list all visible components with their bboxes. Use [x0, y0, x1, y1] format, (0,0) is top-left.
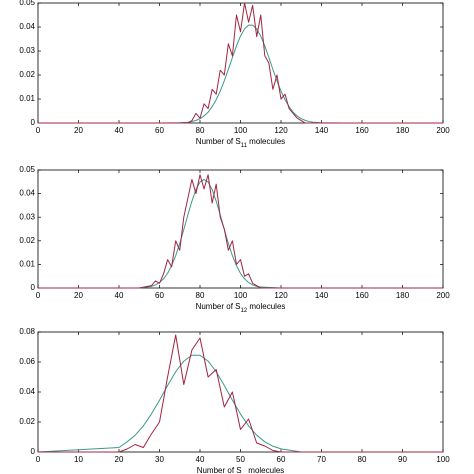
x-axis-label-text: Number of S	[197, 466, 242, 474]
x-tick-label: 140	[315, 126, 329, 135]
x-tick-label: 40	[115, 126, 124, 135]
x-tick-label: 160	[355, 126, 369, 135]
y-tick-label: 0.04	[19, 22, 35, 31]
x-tick-label: 0	[36, 291, 41, 300]
x-axis-label-suffix: molecules	[242, 466, 285, 474]
y-tick-label: 0	[31, 118, 36, 127]
subplot: 0 20 40 60 80 100 120 140 160 180 200 0 0.01 0.02 0.03…	[19, 165, 450, 313]
x-axis-label: Number of S12 molecules	[196, 302, 286, 313]
x-tick-label: 70	[317, 455, 326, 464]
x-tick-label: 100	[234, 126, 248, 135]
x-axis-label-text: Number of S	[196, 302, 241, 311]
x-tick-label: 120	[274, 291, 288, 300]
x-tick-label: 60	[277, 455, 286, 464]
y-tick-label: 0.06	[19, 357, 35, 366]
x-tick-label: 180	[396, 291, 410, 300]
y-tick-label: 0	[31, 447, 36, 456]
y-tick-label: 0.04	[19, 387, 35, 396]
x-axis-label-suffix: molecules	[247, 137, 285, 146]
series-line	[38, 2, 443, 124]
y-tick-label: 0.02	[19, 70, 35, 79]
subplot: 0 10 20 30 40 50 60 70 80 90 100 0 0.02 0.04 0.06 0.08 N…	[19, 327, 450, 474]
y-tick-label: 0.03	[19, 212, 35, 221]
x-tick-label: 0	[36, 126, 41, 135]
x-tick-label: 20	[115, 455, 124, 464]
x-axis-label: Number of S11 molecules	[196, 137, 285, 148]
x-tick-label: 20	[74, 291, 83, 300]
y-tick-label: 0	[31, 283, 36, 292]
y-tick-label: 0.08	[19, 327, 35, 336]
plot-frame	[37, 169, 444, 289]
x-tick-label: 200	[436, 291, 450, 300]
x-axis-label: Number of S molecules	[197, 466, 285, 474]
series-line	[38, 174, 443, 289]
x-tick-label: 160	[355, 291, 369, 300]
y-tick-label: 0.05	[19, 0, 35, 7]
series-line	[38, 334, 443, 453]
x-tick-label: 100	[436, 455, 450, 464]
x-tick-label: 140	[315, 291, 329, 300]
y-tick-label: 0.01	[19, 260, 35, 269]
x-axis-label-subscript: 11	[241, 143, 248, 149]
x-tick-label: 200	[436, 126, 450, 135]
x-tick-label: 50	[236, 455, 245, 464]
x-axis-label-text: Number of S	[196, 137, 241, 146]
x-tick-label: 40	[115, 291, 124, 300]
x-tick-label: 60	[155, 126, 164, 135]
y-tick-label: 0.02	[19, 417, 35, 426]
x-tick-label: 20	[74, 126, 83, 135]
x-tick-label: 40	[196, 455, 205, 464]
x-tick-label: 80	[196, 126, 205, 135]
x-tick-label: 120	[274, 126, 288, 135]
x-axis-label-suffix: molecules	[247, 302, 285, 311]
y-tick-label: 0.05	[19, 165, 35, 174]
y-tick-label: 0.01	[19, 94, 35, 103]
x-tick-label: 0	[36, 455, 41, 464]
subplot: 0 20 40 60 80 100 120 140 160 180 200 0 0.01 0.02 0.03…	[19, 0, 450, 149]
x-tick-label: 30	[155, 455, 164, 464]
y-tick-label: 0.03	[19, 46, 35, 55]
x-tick-label: 180	[396, 126, 410, 135]
series-line	[38, 24, 443, 124]
x-tick-label: 80	[358, 455, 367, 464]
x-tick-label: 90	[398, 455, 407, 464]
plot-frame	[37, 2, 444, 124]
x-tick-label: 60	[155, 291, 164, 300]
x-tick-label: 100	[234, 291, 248, 300]
y-tick-label: 0.02	[19, 236, 35, 245]
x-tick-label: 80	[196, 291, 205, 300]
y-tick-label: 0.04	[19, 189, 35, 198]
x-axis-label-subscript: 12	[240, 308, 247, 314]
x-tick-label: 10	[74, 455, 83, 464]
plot-frame	[37, 331, 444, 453]
